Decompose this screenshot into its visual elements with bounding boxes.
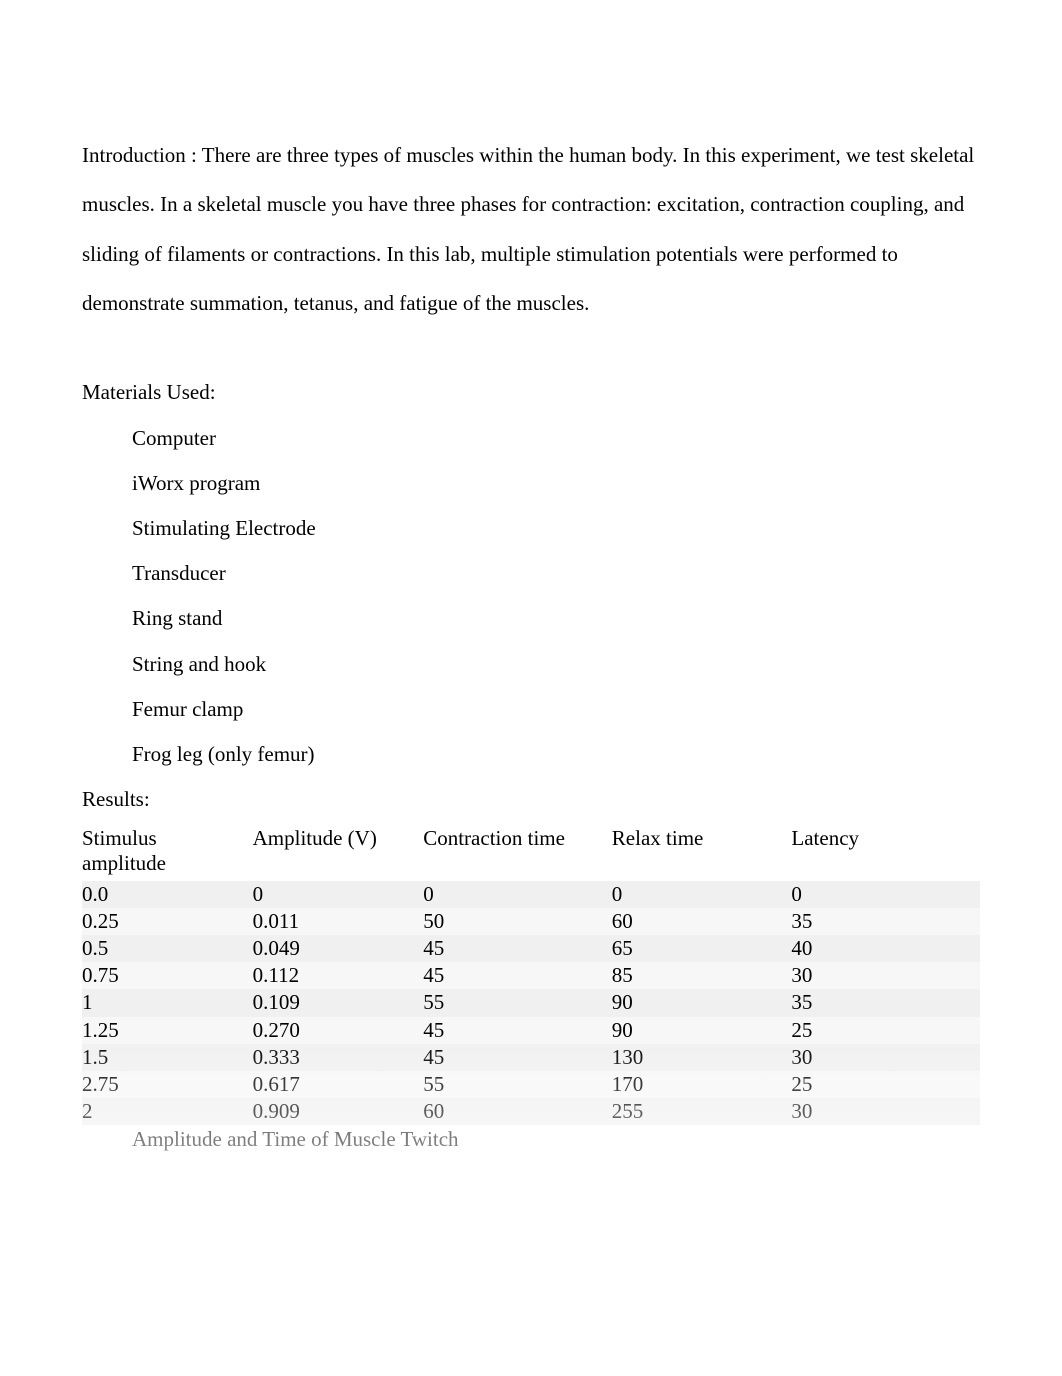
cell: 45	[423, 1017, 612, 1044]
page: Introduction : There are three types of …	[0, 0, 1062, 1376]
table-caption: Amplitude and Time of Muscle Twitch	[82, 1127, 980, 1152]
cell: 1.25	[82, 1017, 253, 1044]
col-header-latency: Latency	[791, 826, 980, 880]
cell: 170	[612, 1071, 792, 1098]
materials-item: Computer	[132, 426, 980, 451]
materials-item: Transducer	[132, 561, 980, 586]
table-row: 0.75 0.112 45 85 30	[82, 962, 980, 989]
table-row: 1.5 0.333 45 130 30	[82, 1044, 980, 1071]
introduction-paragraph: Introduction : There are three types of …	[82, 131, 980, 328]
cell: 35	[791, 989, 980, 1016]
cell: 0.011	[253, 908, 424, 935]
materials-list: Computer iWorx program Stimulating Elect…	[82, 426, 980, 768]
materials-item: String and hook	[132, 652, 980, 677]
table-row: 2.75 0.617 55 170 25	[82, 1071, 980, 1098]
cell: 55	[423, 1071, 612, 1098]
cell: 45	[423, 935, 612, 962]
table-row: 2 0.909 60 255 30	[82, 1098, 980, 1125]
table-row: 1 0.109 55 90 35	[82, 989, 980, 1016]
col-header-relax-time: Relax time	[612, 826, 792, 880]
cell: 55	[423, 989, 612, 1016]
cell: 0.109	[253, 989, 424, 1016]
cell: 30	[791, 962, 980, 989]
cell: 2	[82, 1098, 253, 1125]
cell: 30	[791, 1098, 980, 1125]
cell: 45	[423, 1044, 612, 1071]
cell: 0	[253, 881, 424, 908]
cell: 30	[791, 1044, 980, 1071]
materials-heading: Materials Used:	[82, 380, 980, 405]
cell: 0.75	[82, 962, 253, 989]
cell: 0.112	[253, 962, 424, 989]
cell: 0.617	[253, 1071, 424, 1098]
cell: 1.5	[82, 1044, 253, 1071]
table-row: 1.25 0.270 45 90 25	[82, 1017, 980, 1044]
cell: 50	[423, 908, 612, 935]
cell: 35	[791, 908, 980, 935]
cell: 90	[612, 1017, 792, 1044]
cell: 0	[791, 881, 980, 908]
cell: 255	[612, 1098, 792, 1125]
materials-item: Ring stand	[132, 606, 980, 631]
cell: 90	[612, 989, 792, 1016]
cell: 65	[612, 935, 792, 962]
col-header-contraction-time: Contraction time	[423, 826, 612, 880]
results-table-wrapper: Stimulus amplitude Amplitude (V) Contrac…	[82, 826, 980, 1152]
cell: 1	[82, 989, 253, 1016]
cell: 40	[791, 935, 980, 962]
materials-item: Frog leg (only femur)	[132, 742, 980, 767]
cell: 0	[423, 881, 612, 908]
table-row: 0.25 0.011 50 60 35	[82, 908, 980, 935]
results-table: Stimulus amplitude Amplitude (V) Contrac…	[82, 826, 980, 1125]
cell: 0.333	[253, 1044, 424, 1071]
cell: 0.909	[253, 1098, 424, 1125]
table-row: 0.0 0 0 0 0	[82, 881, 980, 908]
cell: 60	[612, 908, 792, 935]
cell: 60	[423, 1098, 612, 1125]
cell: 0.0	[82, 881, 253, 908]
table-header-row: Stimulus amplitude Amplitude (V) Contrac…	[82, 826, 980, 880]
cell: 2.75	[82, 1071, 253, 1098]
cell: 25	[791, 1071, 980, 1098]
table-row: 0.5 0.049 45 65 40	[82, 935, 980, 962]
cell: 0.270	[253, 1017, 424, 1044]
col-header-amplitude-v: Amplitude (V)	[253, 826, 424, 880]
materials-item: Femur clamp	[132, 697, 980, 722]
col-header-stimulus-amplitude: Stimulus amplitude	[82, 826, 253, 880]
cell: 45	[423, 962, 612, 989]
cell: 25	[791, 1017, 980, 1044]
materials-item: iWorx program	[132, 471, 980, 496]
results-heading: Results:	[82, 787, 980, 812]
cell: 0	[612, 881, 792, 908]
cell: 0.5	[82, 935, 253, 962]
cell: 0.049	[253, 935, 424, 962]
cell: 130	[612, 1044, 792, 1071]
cell: 85	[612, 962, 792, 989]
cell: 0.25	[82, 908, 253, 935]
materials-item: Stimulating Electrode	[132, 516, 980, 541]
